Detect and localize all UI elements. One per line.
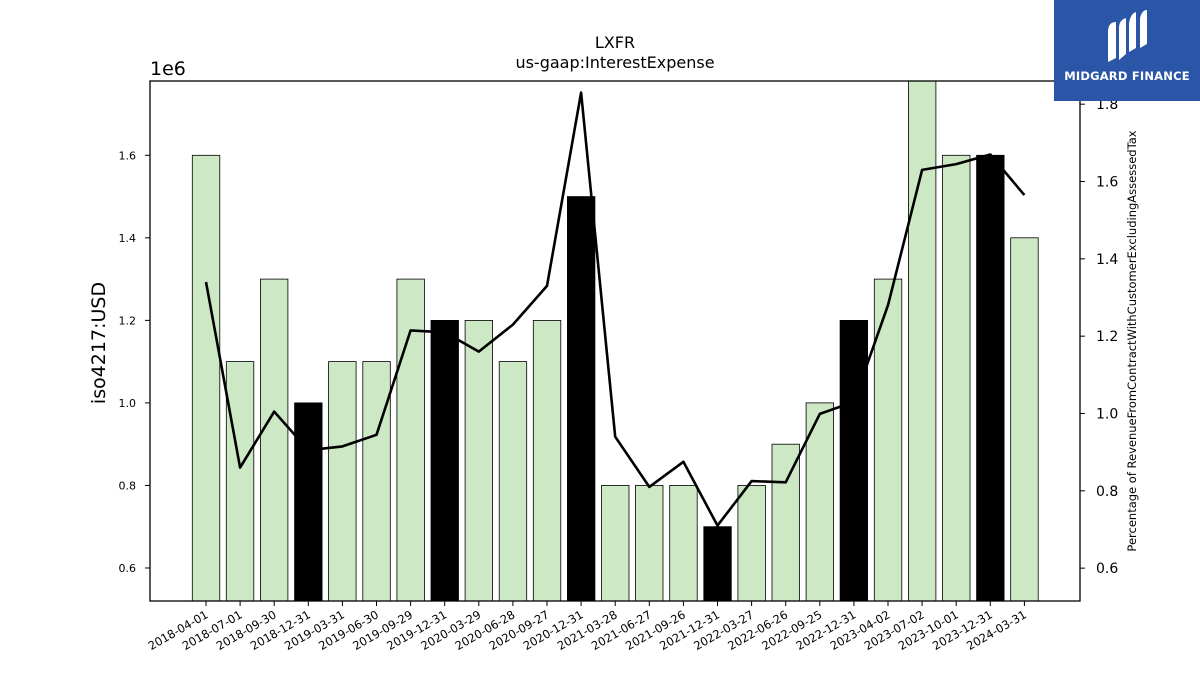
bars-layer xyxy=(191,80,1039,602)
y-axis-right-label: Percentage of RevenueFromContractWithCus… xyxy=(1125,130,1139,551)
y-left-tick-label: 1.4 xyxy=(119,232,137,245)
y-right-tick-label: 1.8 xyxy=(1096,97,1118,113)
midgard-logo-icon xyxy=(1108,10,1147,62)
y-offset-text: 1e6 xyxy=(150,58,186,80)
chart-subtitle: us-gaap:InterestExpense xyxy=(515,53,714,72)
y-left-tick-label: 0.6 xyxy=(119,562,137,575)
y-left-tick-label: 0.8 xyxy=(119,479,137,492)
y-left-tick-label: 1.0 xyxy=(119,397,137,410)
logo-text: MIDGARD FINANCE xyxy=(1064,69,1190,83)
y-right-tick-label: 1.0 xyxy=(1096,406,1118,422)
bar-2021-06-27 xyxy=(635,484,664,602)
bar-2019-12-31 xyxy=(430,319,459,602)
bar-2023-12-31 xyxy=(976,154,1005,602)
bar-2020-12-31 xyxy=(567,196,596,602)
midgard-finance-logo: MIDGARD FINANCE xyxy=(1054,0,1200,101)
bar-2019-06-30 xyxy=(362,361,391,602)
bar-2019-03-31 xyxy=(328,361,357,602)
bar-2018-04-01 xyxy=(191,154,221,602)
bar-2023-04-02 xyxy=(873,278,903,602)
bar-2022-06-26 xyxy=(771,443,800,602)
y-right-tick-label: 0.8 xyxy=(1096,484,1118,500)
bar-2018-12-31 xyxy=(294,402,323,602)
chart-title: LXFR xyxy=(595,33,635,52)
y-right-tick-label: 1.4 xyxy=(1096,252,1118,268)
bar-2021-09-26 xyxy=(669,484,698,602)
bar-2023-07-02 xyxy=(908,80,937,602)
y-axis-left-label: iso4217:USD xyxy=(88,282,110,404)
bar-2023-10-01 xyxy=(942,154,971,602)
bar-2021-03-28 xyxy=(601,484,630,602)
bar-2018-07-01 xyxy=(225,361,255,602)
bar-2022-09-25 xyxy=(805,402,834,602)
y-right-tick-label: 1.2 xyxy=(1096,329,1118,345)
bar-2020-03-29 xyxy=(464,319,494,602)
bar-2019-09-29 xyxy=(396,278,425,602)
bar-2018-09-30 xyxy=(259,278,289,602)
y-axis-left: 0.6 0.8 1.0 1.2 1.4 1.6 xyxy=(119,149,150,575)
y-right-tick-label: 1.6 xyxy=(1096,175,1118,191)
bar-2020-06-28 xyxy=(498,361,528,602)
bar-2022-03-27 xyxy=(737,484,766,602)
line-layer xyxy=(204,91,1026,527)
x-axis: 2018-04-012018-07-012018-09-302018-12-31… xyxy=(146,601,1029,653)
bar-2021-12-31 xyxy=(703,526,732,602)
bar-2024-03-31 xyxy=(1010,237,1039,602)
bar-2022-12-31 xyxy=(839,319,868,602)
y-left-tick-label: 1.2 xyxy=(119,314,137,327)
y-left-tick-label: 1.6 xyxy=(119,149,137,162)
y-axis-right: 0.6 0.8 1.0 1.2 1.4 1.6 1.8 xyxy=(1080,97,1118,577)
series-line-percentage xyxy=(204,91,1026,527)
bar-2020-09-27 xyxy=(532,319,562,602)
y-right-tick-label: 0.6 xyxy=(1096,561,1118,577)
